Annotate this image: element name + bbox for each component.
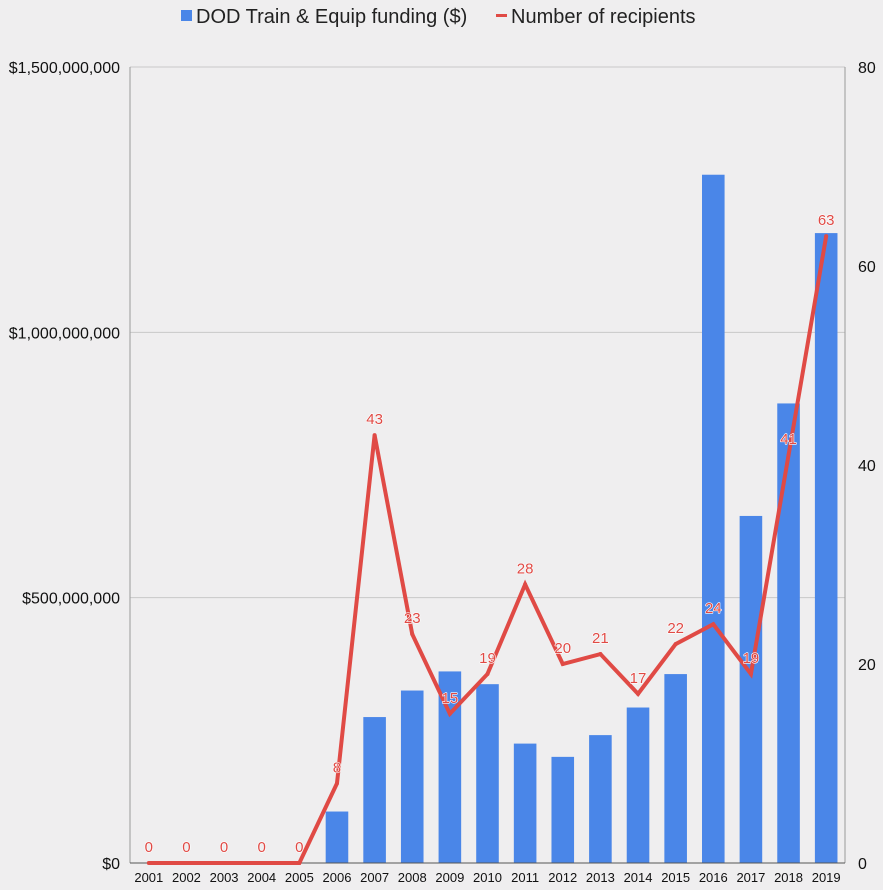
- x-tick-label: 2013: [586, 870, 615, 885]
- gridlines: [130, 66, 845, 599]
- y-left-tick-label: $1,000,000,000: [9, 325, 120, 342]
- data-label-2015: 22: [667, 620, 684, 637]
- x-tick-label: 2015: [661, 870, 690, 885]
- bars: [325, 174, 838, 864]
- legend-swatch-recipients: [496, 14, 507, 17]
- x-tick-label: 2009: [435, 870, 464, 885]
- x-tick-label: 2005: [285, 870, 314, 885]
- data-label-2011: 28: [517, 560, 534, 577]
- bar-2013: [589, 735, 612, 863]
- x-tick-label: 2004: [247, 870, 276, 885]
- y-right-tick-label: 20: [858, 657, 876, 674]
- data-label-2017: 19: [743, 650, 760, 667]
- bar-2015: [664, 674, 687, 863]
- line-point-2015: [673, 642, 678, 647]
- bar-2017: [739, 515, 763, 863]
- y-right-tick-label: 80: [858, 60, 876, 77]
- bar-2009: [438, 671, 462, 863]
- bar-2016: [702, 174, 725, 863]
- data-label-2013: 21: [592, 630, 609, 647]
- line-point-2014: [636, 691, 641, 696]
- y-left-tick-label: $0: [102, 856, 120, 873]
- legend-swatch-funding: [181, 10, 192, 21]
- y-right-tick-label: 0: [858, 856, 867, 873]
- line-point-2004: [259, 861, 264, 865]
- line-point-2011: [523, 582, 528, 587]
- legend-label-recipients: Number of recipients: [511, 6, 696, 28]
- line-point-2010: [485, 671, 490, 676]
- x-tick-label: 2016: [699, 870, 728, 885]
- data-labels: 0 0 0 0 0 8 43 23 15 19 28 20 21 17 22 24 19 41 63: [144, 212, 835, 857]
- line-point-2001: [146, 861, 151, 865]
- data-label-2001: 0: [145, 839, 153, 856]
- recipients-line-group: [146, 234, 829, 865]
- bar-2014: [626, 707, 650, 863]
- line-point-2016: [711, 622, 716, 627]
- y-right-tick-label: 40: [858, 458, 876, 475]
- line-point-2019: [824, 234, 829, 239]
- x-tick-label: 2008: [398, 870, 427, 885]
- x-tick-label: 2017: [736, 870, 765, 885]
- legend: DOD Train & Equip funding ($) Number of …: [181, 6, 696, 28]
- data-label-2005: 0: [295, 839, 303, 856]
- line-point-2012: [560, 662, 565, 666]
- data-label-2003: 0: [220, 839, 228, 856]
- x-tick-label: 2001: [134, 870, 163, 885]
- x-tick-label: 2006: [323, 870, 352, 885]
- data-label-2019: 63: [818, 212, 835, 229]
- line-point-2003: [222, 861, 227, 865]
- line-point-2008: [410, 632, 415, 637]
- bar-2018: [777, 403, 800, 863]
- bar-2019: [814, 233, 838, 864]
- x-tick-label: 2003: [210, 870, 239, 885]
- x-tick-label: 2018: [774, 870, 803, 885]
- bar-2008: [400, 690, 424, 863]
- y-left-tick-label: $1,500,000,000: [9, 60, 120, 77]
- y-left-tick-label: $500,000,000: [22, 591, 120, 608]
- data-label-2009: 15: [442, 690, 459, 707]
- y-right-tick-label: 60: [858, 259, 876, 276]
- x-tick-label: 2007: [360, 870, 389, 885]
- bar-2007: [363, 717, 386, 863]
- x-tick-label: 2011: [511, 870, 539, 885]
- bar-2010: [476, 684, 499, 863]
- axes: $0 $500,000,000 $1,000,000,000 $1,500,000,0…: [9, 60, 876, 885]
- data-label-2010: 19: [479, 650, 496, 667]
- data-label-2012: 20: [554, 640, 571, 657]
- x-tick-label: 2012: [548, 870, 577, 885]
- data-label-2018: 41: [780, 431, 797, 448]
- x-tick-label: 2014: [624, 870, 653, 885]
- x-tick-label: 2002: [172, 870, 201, 885]
- bar-2011: [513, 743, 537, 863]
- data-label-2014: 17: [630, 670, 647, 687]
- line-point-2013: [598, 652, 603, 657]
- data-label-2006: 8: [333, 759, 341, 776]
- data-label-2016: 24: [705, 600, 722, 617]
- legend-label-funding: DOD Train & Equip funding ($): [196, 6, 467, 28]
- line-point-2005: [297, 861, 302, 865]
- bar-2006: [325, 811, 349, 863]
- line-point-2017: [748, 671, 753, 676]
- data-label-2002: 0: [182, 839, 190, 856]
- line-point-2002: [184, 861, 189, 865]
- x-tick-label: 2010: [473, 870, 502, 885]
- line-point-2007: [372, 433, 377, 438]
- line-point-2018: [786, 453, 791, 458]
- data-label-2008: 23: [404, 610, 421, 627]
- x-tick-label: 2019: [812, 870, 841, 885]
- data-label-2007: 43: [366, 411, 383, 428]
- line-point-2009: [447, 711, 452, 716]
- bar-2012: [551, 756, 575, 863]
- line-point-2006: [334, 781, 339, 786]
- data-label-2004: 0: [258, 839, 266, 856]
